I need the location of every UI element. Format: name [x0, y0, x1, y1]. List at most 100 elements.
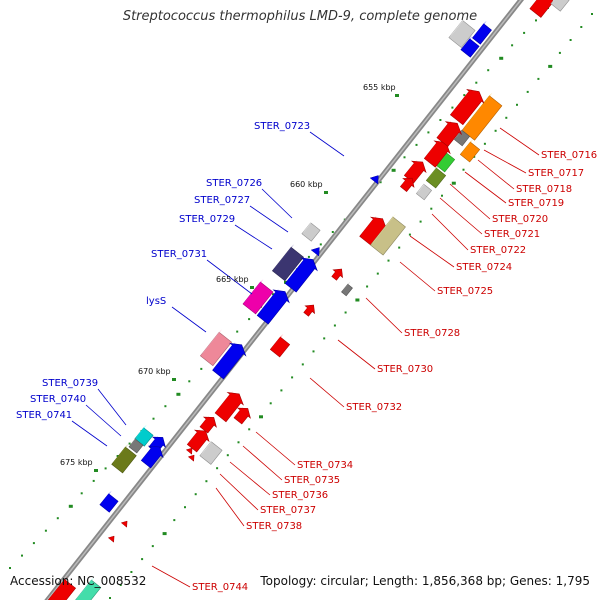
gene-ster-0721-glyph-body [415, 183, 433, 201]
gene-label-ster-0737[interactable]: STER_0737 [260, 505, 316, 516]
gene-lyss-glyph [199, 329, 233, 367]
gene-ster-0732-glyph-body [214, 391, 244, 423]
ruler-tick [331, 231, 334, 233]
leader-line [215, 487, 245, 527]
gene-label-ster-0721[interactable]: STER_0721 [484, 229, 540, 240]
gene-ster-0738-glyph [120, 520, 128, 528]
ruler-tick [184, 506, 186, 509]
gene-label-ster-0734[interactable]: STER_0734 [297, 460, 353, 471]
gene-label-ster-0736[interactable]: STER_0736 [272, 490, 328, 501]
gene-ster-0726-glyph-bevel [301, 219, 314, 234]
ruler-tick [109, 597, 111, 599]
gene-label-ster-0744[interactable]: STER_0744 [192, 582, 248, 593]
gene-ster-0721-glyph [415, 181, 433, 201]
ruler-tick [344, 311, 347, 314]
gene-label-ster-0726[interactable]: STER_0726 [206, 178, 262, 189]
ruler-tick [591, 13, 593, 15]
gene-ster-0729-glyph [271, 244, 305, 282]
ruler-tick [141, 558, 144, 561]
ruler-tick [188, 380, 191, 383]
gene-minus-unlabeled-5 [233, 407, 251, 425]
gene-minus-unlabeled-8 [331, 268, 343, 281]
gene-ster-0716-glyph [461, 92, 503, 141]
leader-line [337, 339, 376, 370]
gene-plus-unlabeled-7-bevel [460, 35, 473, 50]
gene-minus-unlabeled-6 [529, 0, 556, 18]
gene-plus-unlabeled-5 [140, 445, 164, 469]
gene-label-ster-0717[interactable]: STER_0717 [528, 168, 584, 179]
gene-label-ster-0729[interactable]: STER_0729 [179, 214, 235, 225]
gene-plus-unlabeled-3-bevel [212, 342, 236, 371]
gene-label-ster-0718[interactable]: STER_0718 [516, 184, 572, 195]
gene-label-ster-0724[interactable]: STER_0724 [456, 262, 512, 273]
kbp-label: 655 kbp [363, 83, 396, 92]
gene-ster-0741-glyph-bevel [111, 444, 129, 465]
ruler-tick [312, 350, 315, 353]
gene-ster-0720-glyph-body [425, 167, 447, 189]
gene-minus-unlabeled-7 [303, 304, 315, 317]
gene-label-ster-0720[interactable]: STER_0720 [492, 214, 548, 225]
gene-plus-unlabeled-3 [212, 342, 247, 380]
gene-edge-top-grey-bevel [550, 0, 555, 4]
gene-label-ster-0738[interactable]: STER_0738 [246, 521, 302, 532]
gene-minus-unlabeled-6-bevel [529, 0, 538, 9]
leader-line [309, 131, 345, 157]
gene-edge-top-grey-body [550, 0, 570, 12]
ruler-tick [526, 90, 529, 93]
gene-label-ster-0728[interactable]: STER_0728 [404, 328, 460, 339]
gene-minus-unlabeled-9-bevel [200, 416, 210, 427]
gene-ster-0730-glyph-bevel [270, 334, 284, 350]
gene-plus-unlabeled-2 [256, 288, 290, 325]
gene-label-ster-0730[interactable]: STER_0730 [377, 364, 433, 375]
gene-label-ster-0723[interactable]: STER_0723 [254, 121, 310, 132]
gene-label-ster-0727[interactable]: STER_0727 [194, 195, 250, 206]
ruler-tick [226, 454, 229, 457]
gene-plus-unlabeled-1 [284, 256, 318, 293]
leader-line [477, 159, 515, 190]
gene-label-ster-0719[interactable]: STER_0719 [508, 198, 564, 209]
gene-ster-0734-glyph-bevel [187, 429, 201, 445]
gene-minus-unlabeled-6-body [529, 0, 556, 18]
gene-label-ster-0725[interactable]: STER_0725 [437, 286, 493, 297]
ruler-tick [379, 181, 382, 184]
gene-plus-unlabeled-6-bevel [99, 490, 112, 505]
gene-ster-0725-glyph [370, 213, 406, 256]
gene-label-ster-0739[interactable]: STER_0739 [42, 378, 98, 389]
gene-label-ster-0741[interactable]: STER_0741 [16, 410, 72, 421]
gene-plus-unlabeled-1-body [284, 257, 318, 293]
leader-line [85, 404, 122, 437]
gene-ster-0726-glyph [301, 219, 321, 242]
gene-label-ster-0722[interactable]: STER_0722 [470, 245, 526, 256]
gene-label-ster-0732[interactable]: STER_0732 [346, 402, 402, 413]
ruler-tick [9, 567, 11, 569]
ruler-tick [130, 571, 133, 573]
ruler-tick [439, 119, 442, 121]
gene-edge-red-body [47, 579, 77, 600]
ruler-tick [291, 376, 294, 379]
gene-label-ster-0740[interactable]: STER_0740 [30, 394, 86, 405]
ruler-tick [116, 455, 119, 457]
gene-label-lyss[interactable]: lysS [146, 296, 166, 307]
leader-line [409, 235, 455, 268]
leader-line [399, 261, 436, 292]
gene-ster-0718-glyph-bevel [460, 139, 474, 155]
ruler-tick [205, 480, 208, 483]
gene-minus-unlabeled-2-body [436, 121, 463, 147]
gene-ster-0736-glyph-body [199, 441, 223, 465]
gene-minus-unlabeled-8-bevel [331, 268, 339, 277]
gene-label-ster-0731[interactable]: STER_0731 [151, 249, 207, 260]
gene-label-ster-0716[interactable]: STER_0716 [541, 150, 597, 161]
ruler-tick [387, 259, 390, 262]
gene-minus-unlabeled-7-bevel [303, 304, 311, 313]
leader-line [97, 388, 127, 426]
gene-plus-unlabeled-8-bevel [472, 20, 487, 38]
leader-line [249, 205, 289, 233]
kbp-label: 670 kbp [138, 367, 171, 376]
gene-ster-0729-glyph-bevel [272, 244, 295, 271]
ruler-tick [558, 51, 561, 54]
ruler-tick [152, 417, 155, 420]
gene-label-ster-0735[interactable]: STER_0735 [284, 475, 340, 486]
ruler-tick [272, 293, 274, 296]
gene-ster-0741-glyph-body [111, 446, 137, 474]
